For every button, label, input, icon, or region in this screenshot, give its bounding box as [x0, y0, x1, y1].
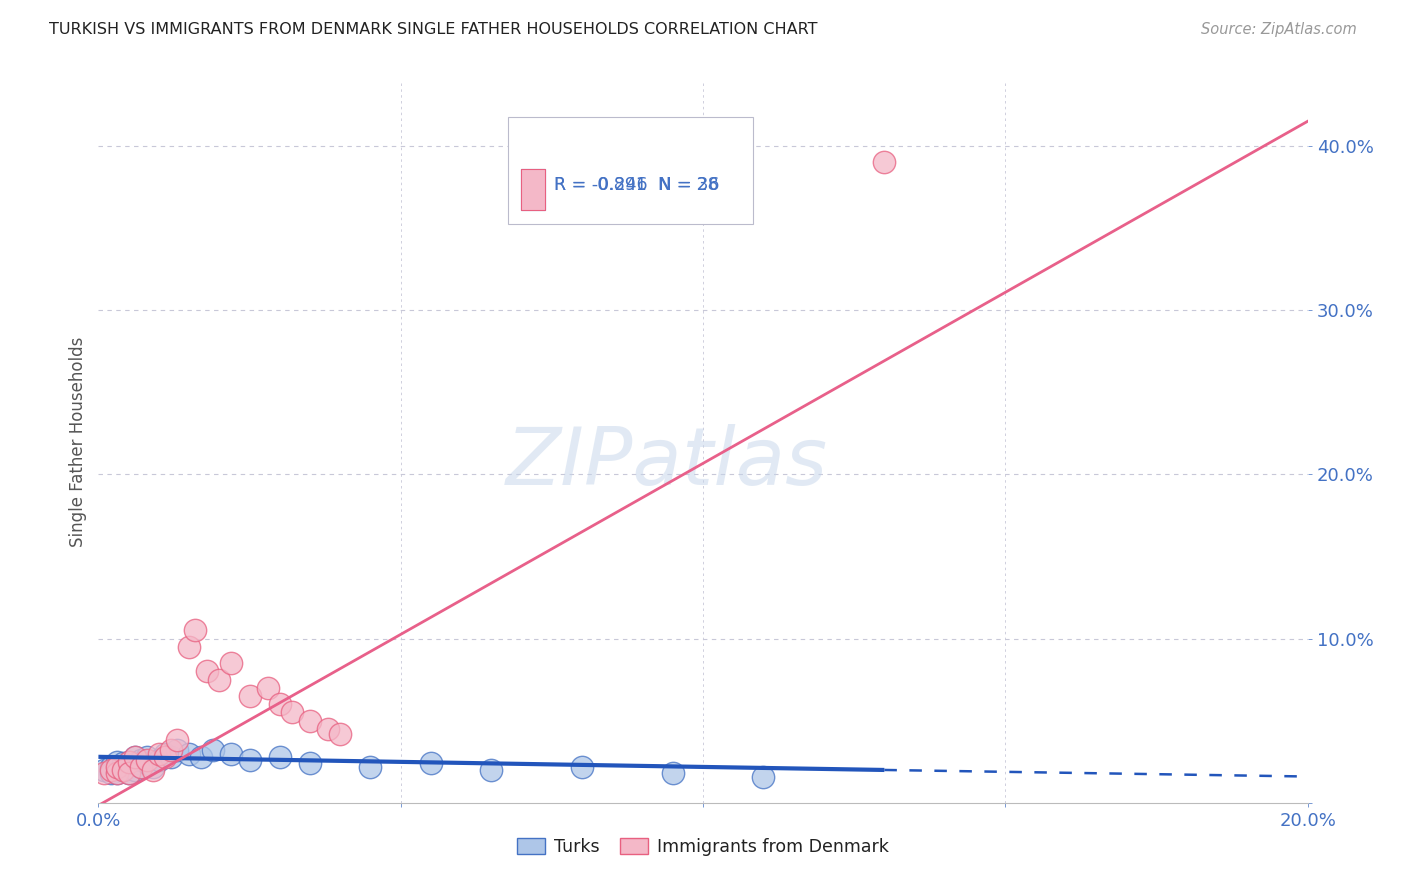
Point — [208, 673, 231, 687]
Point — [571, 760, 593, 774]
Point — [190, 749, 212, 764]
Point — [111, 756, 134, 771]
Point — [111, 763, 134, 777]
Point — [179, 640, 201, 654]
Point — [118, 755, 141, 769]
Point — [105, 760, 128, 774]
Point — [184, 624, 207, 638]
Point — [316, 722, 339, 736]
Point — [360, 760, 382, 774]
Point — [256, 681, 278, 695]
Point — [160, 743, 183, 757]
Point — [329, 727, 352, 741]
Text: R = -0.246  N = 36: R = -0.246 N = 36 — [554, 177, 720, 194]
Point — [148, 747, 170, 761]
Point — [179, 747, 201, 761]
Point — [93, 763, 115, 777]
Point — [124, 749, 146, 764]
Point — [661, 766, 683, 780]
Point — [166, 733, 188, 747]
Point — [142, 763, 165, 777]
Text: R =  0.891  N = 28: R = 0.891 N = 28 — [554, 177, 718, 194]
Point — [420, 756, 443, 771]
Point — [135, 749, 157, 764]
Point — [299, 756, 322, 771]
Point — [269, 698, 291, 712]
Point — [105, 755, 128, 769]
Point — [166, 743, 188, 757]
Point — [118, 766, 141, 780]
Point — [129, 753, 152, 767]
Point — [118, 755, 141, 769]
Point — [111, 763, 134, 777]
Point — [221, 747, 243, 761]
Text: Source: ZipAtlas.com: Source: ZipAtlas.com — [1201, 22, 1357, 37]
Point — [105, 766, 128, 780]
Point — [93, 766, 115, 780]
Text: TURKISH VS IMMIGRANTS FROM DENMARK SINGLE FATHER HOUSEHOLDS CORRELATION CHART: TURKISH VS IMMIGRANTS FROM DENMARK SINGL… — [49, 22, 818, 37]
Text: ZIPatlas: ZIPatlas — [506, 425, 828, 502]
Point — [281, 706, 304, 720]
Point — [153, 749, 176, 764]
Point — [269, 749, 291, 764]
Point — [135, 756, 157, 771]
Point — [202, 743, 225, 757]
Point — [100, 760, 122, 774]
Point — [129, 760, 152, 774]
Point — [873, 155, 896, 169]
Point — [135, 753, 157, 767]
Point — [752, 770, 775, 784]
Point — [105, 766, 128, 780]
Point — [239, 753, 262, 767]
Point — [299, 714, 322, 728]
Point — [105, 760, 128, 774]
Point — [118, 760, 141, 774]
Point — [160, 749, 183, 764]
Legend: Turks, Immigrants from Denmark: Turks, Immigrants from Denmark — [510, 830, 896, 863]
Point — [129, 760, 152, 774]
Point — [100, 763, 122, 777]
Y-axis label: Single Father Households: Single Father Households — [69, 336, 87, 547]
Point — [124, 756, 146, 771]
Point — [221, 657, 243, 671]
Point — [481, 763, 503, 777]
Point — [195, 665, 218, 679]
Point — [153, 747, 176, 761]
Point — [124, 763, 146, 777]
Point — [100, 766, 122, 780]
Point — [142, 760, 165, 774]
Point — [148, 753, 170, 767]
Point — [118, 766, 141, 780]
Point — [239, 689, 262, 703]
Point — [124, 749, 146, 764]
